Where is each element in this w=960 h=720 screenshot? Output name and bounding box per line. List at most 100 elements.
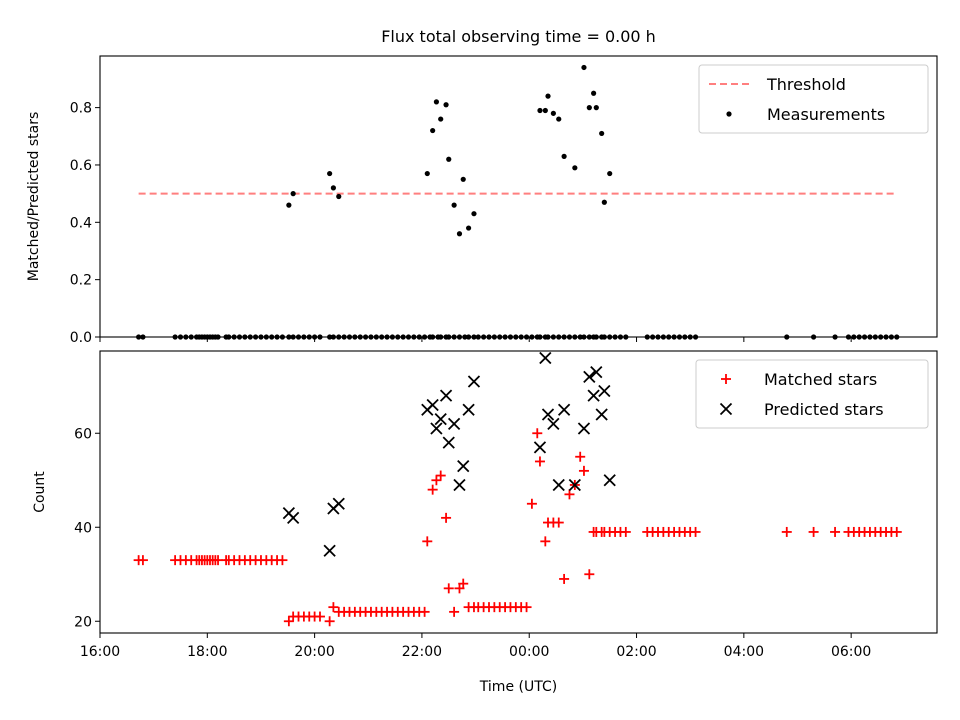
xtick-label: 00:00 (509, 644, 549, 660)
measurement-point (607, 170, 613, 177)
matched-star-point (431, 475, 442, 486)
matched-star-point (830, 526, 841, 537)
measurement-point (537, 107, 543, 114)
predicted-star-point (583, 370, 596, 383)
matched-star-point (578, 465, 589, 476)
predicted-star-point (568, 478, 581, 492)
matched-star-point (808, 526, 819, 537)
matched-star-point (328, 602, 339, 613)
ytick-label: 0.8 (70, 101, 92, 117)
predicted-star-point (587, 389, 600, 402)
predicted-star-point (467, 375, 481, 388)
matched-star-point (526, 498, 537, 509)
bottom-plot-legend: Matched stars Predicted stars (695, 359, 929, 429)
matched-star-point (458, 578, 469, 589)
predicted-star-point (603, 474, 616, 487)
predicted-star-point (557, 403, 571, 416)
measurement-point (460, 176, 466, 182)
measurement-point (471, 211, 477, 217)
matched-star-point (277, 555, 288, 566)
measurement-point (290, 191, 296, 197)
matched-star-point (891, 526, 902, 537)
xtick-label: 18:00 (187, 644, 227, 660)
matched-star-point (690, 526, 701, 537)
top-plot-ylabel: Matched/Predicted stars (26, 112, 42, 282)
matched-star-point (584, 569, 595, 580)
matched-star-point (534, 456, 545, 467)
matched-star-point (553, 517, 564, 528)
measurement-point (599, 130, 605, 137)
xtick-label: 02:00 (616, 644, 656, 660)
matched-star-point (137, 555, 148, 566)
legend-label: Matched stars (764, 370, 877, 389)
top-plot: 0.00.20.40.60.8 Matched/Predicted stars … (26, 55, 938, 346)
matched-star-point (781, 526, 792, 537)
matched-star-point (283, 616, 294, 627)
predicted-star-point (442, 436, 455, 449)
predicted-star-point (453, 478, 466, 492)
xtick-label: 22:00 (402, 644, 442, 660)
ytick-label: 0.4 (70, 215, 92, 231)
legend-box (695, 359, 929, 429)
measurement-point (451, 202, 457, 208)
matched-star-point (314, 611, 325, 622)
measurement-point (327, 170, 333, 177)
measurement-point (593, 105, 599, 111)
matched-star-point (559, 573, 570, 584)
matched-star-point (441, 512, 452, 523)
predicted-star-point (323, 544, 336, 557)
measurement-point (438, 116, 444, 122)
ytick-label: 0.6 (70, 158, 92, 174)
legend-label: Threshold (766, 75, 846, 94)
measurement-point (545, 93, 551, 99)
measurement-point (601, 199, 607, 205)
ytick-label: 0.2 (70, 273, 92, 289)
matched-star-point (449, 606, 460, 617)
matched-star-point (532, 428, 543, 439)
measurement-point (542, 107, 548, 114)
predicted-star-point (457, 460, 470, 473)
measurement-point (456, 231, 463, 237)
predicted-star-point (577, 422, 591, 435)
predicted-star-point (462, 403, 475, 416)
matched-star-point (422, 536, 433, 547)
measurement-point (424, 170, 430, 177)
bottom-plot-frame (99, 350, 938, 634)
measurement-point (443, 102, 449, 108)
measurement-point (330, 185, 336, 191)
matched-star-point (575, 451, 586, 462)
predicted-star-point (539, 351, 552, 365)
bottom-plot: 20 40 60 16:00 18:00 20:00 22:00 00:00 02:00 04:… (32, 350, 938, 695)
matched-star-point (419, 606, 430, 617)
top-plot-frame (99, 55, 938, 338)
measurement-point (556, 116, 562, 122)
predicted-star-point (430, 422, 443, 435)
predicted-star-point (439, 389, 453, 402)
measurement-point (433, 99, 440, 105)
xtick-label: 16:00 (80, 644, 120, 660)
predicted-star-point (590, 366, 603, 379)
predicted-star-point (595, 408, 608, 421)
legend-label: Predicted stars (764, 400, 884, 419)
predicted-star-point (434, 413, 447, 426)
bottom-plot-xlabel: Time (UTC) (479, 679, 557, 695)
measurement-point (430, 127, 436, 134)
measurement-point (561, 153, 567, 159)
matched-star-point (324, 616, 335, 627)
predicted-star-point (426, 398, 439, 412)
matched-star-point (435, 470, 446, 481)
predicted-star-point (533, 441, 547, 454)
predicted-star-point (332, 497, 345, 510)
matched-star-point (521, 602, 532, 613)
measurement-point (286, 202, 292, 208)
legend-label: Measurements (767, 105, 885, 124)
matched-star-point (540, 536, 551, 547)
predicted-star-point (287, 511, 300, 524)
chart-title: Flux total observing time = 0.00 h (381, 27, 656, 46)
legend-box (698, 64, 929, 134)
measurement-point (591, 90, 597, 96)
measurement-point (586, 105, 592, 111)
legend-swatch (719, 402, 733, 416)
predicted-star-point (547, 417, 560, 430)
